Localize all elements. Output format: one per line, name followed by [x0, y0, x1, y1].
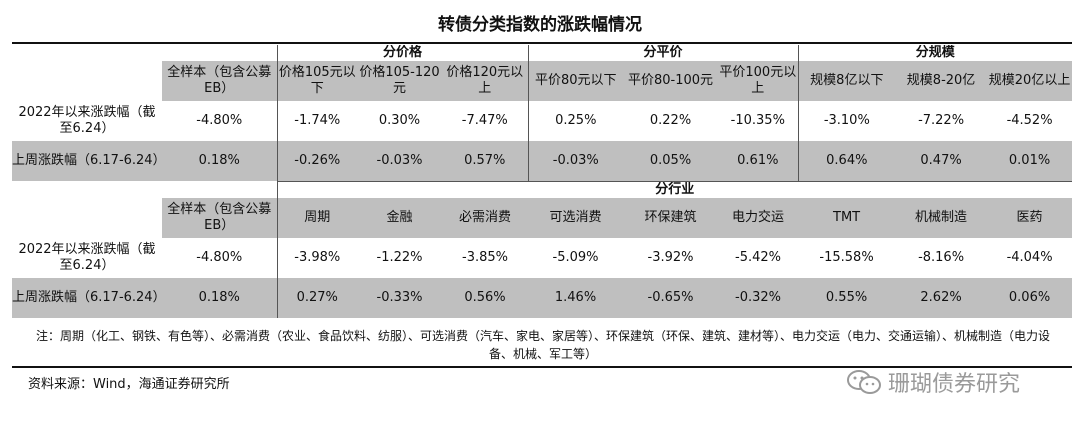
cell: 0.18% — [198, 153, 240, 168]
cell: -0.26% — [276, 141, 357, 181]
cell: -4.80% — [196, 113, 243, 128]
cell: 0.27% — [276, 277, 357, 318]
watermark-text: 珊瑚债券研究 — [888, 372, 1021, 397]
cell: -1.22% — [376, 249, 423, 265]
table-title: 转债分类指数的涨跌幅情况 — [438, 15, 642, 35]
col-header: 环保建筑 — [644, 209, 697, 225]
cell: -0.03% — [527, 141, 624, 181]
cell: -0.65% — [647, 289, 694, 305]
col-header: TMT — [833, 209, 861, 225]
col-header: 全样本（包含公募EB） — [167, 65, 272, 96]
cell: -7.47% — [461, 113, 508, 128]
col-header: 平价80-100元 — [628, 73, 714, 88]
wechat-icon — [847, 370, 881, 394]
cell: -1.74% — [276, 101, 357, 141]
cell: 0.05% — [649, 152, 692, 168]
group-price: 分价格 — [276, 45, 529, 61]
col-header: 医药 — [1016, 209, 1043, 225]
cell: -3.92% — [647, 249, 694, 265]
cell: -15.58% — [819, 249, 874, 265]
header-row-1: 全样本（包含公募EB） 价格105元以下 价格105-120元 价格120元以上… — [12, 61, 1073, 101]
cell: -4.04% — [1006, 249, 1053, 265]
col-header: 价格105元以下 — [276, 61, 357, 101]
cell: -5.42% — [735, 249, 782, 265]
cell: 0.56% — [464, 289, 506, 305]
cell: 0.64% — [797, 141, 896, 181]
col-header: 周期 — [276, 197, 357, 238]
source-line: 资料来源：Wind，海通证券研究所 — [28, 377, 230, 392]
cell: 1.46% — [554, 289, 597, 305]
cell: -4.52% — [1006, 113, 1053, 128]
col-header: 价格105-120元 — [359, 65, 440, 96]
cell: 0.18% — [198, 289, 240, 305]
cell: -4.80% — [196, 249, 243, 265]
group-header-row: 分价格 分平价 分规模 — [12, 45, 1073, 61]
table-row: 2022年以来涨跌幅（截至6.24） -4.80% -1.74% 0.30% -… — [12, 101, 1072, 141]
cell: 0.55% — [825, 289, 868, 305]
col-header: 全样本（包含公募EB） — [167, 201, 272, 233]
row-label: 2022年以来涨跌幅（截至6.24） — [18, 241, 156, 273]
col-header: 机械制造 — [915, 209, 968, 225]
header-row-2: 全样本（包含公募EB） 周期 金融 必需消费 可选消费 环保建筑 电力交运 TM… — [12, 197, 1073, 238]
cell: -0.33% — [376, 289, 423, 305]
row-label: 2022年以来涨跌幅（截至6.24） — [18, 105, 156, 136]
group-par: 分平价 — [527, 45, 799, 61]
cell: -0.32% — [735, 289, 782, 305]
col-header: 电力交运 — [732, 209, 785, 225]
watermark: 珊瑚债券研究 — [846, 366, 1020, 398]
col-header: 价格120元以上 — [446, 65, 524, 96]
cell: 0.47% — [920, 152, 962, 168]
col-header: 规模8亿以下 — [797, 61, 896, 101]
cell: -8.16% — [918, 249, 965, 265]
cell: 0.61% — [737, 152, 779, 168]
col-header: 金融 — [386, 209, 413, 225]
cell: 2.62% — [920, 289, 962, 305]
cell: -3.85% — [462, 249, 509, 265]
table-row: 上周涨跌幅（6.17-6.24） 0.18% -0.26% -0.03% 0.5… — [12, 141, 1073, 181]
cell: -3.98% — [276, 237, 357, 278]
row-label: 上周涨跌幅（6.17-6.24） — [12, 289, 162, 305]
cell: -3.10% — [797, 101, 896, 141]
cell: 0.01% — [1008, 152, 1051, 168]
table-note: 注：周期（化工、钢铁、有色等）、必需消费（农业、食品饮料、纺服）、可选消费（汽车… — [35, 329, 1050, 361]
index-return-table: 分价格 分平价 分规模 全样本（包含公募EB） 价格105元以下 价格105-1… — [12, 45, 1073, 318]
col-header: 可选消费 — [549, 209, 602, 225]
cell: -5.09% — [552, 249, 599, 265]
col-header: 规模20亿以上 — [988, 73, 1071, 88]
group-scale: 分规模 — [797, 45, 1073, 61]
cell: -10.35% — [730, 113, 785, 128]
cell: -7.22% — [918, 113, 965, 128]
table-row: 2022年以来涨跌幅（截至6.24） -4.80% -3.98% -1.22% … — [12, 237, 1072, 278]
cell: -0.03% — [376, 152, 423, 168]
group-header-row: 分行业 — [12, 180, 1073, 198]
top-rule — [12, 42, 1072, 44]
cell: 0.22% — [649, 113, 692, 128]
group-industry: 分行业 — [276, 180, 1073, 198]
table-row: 上周涨跌幅（6.17-6.24） 0.18% 0.27% -0.33% 0.56… — [12, 277, 1073, 318]
cell: 0.25% — [527, 101, 624, 141]
cell: 0.30% — [378, 113, 421, 128]
cell: 0.06% — [1008, 289, 1051, 305]
row-label: 上周涨跌幅（6.17-6.24） — [12, 153, 162, 168]
col-header: 规模8-20亿 — [906, 73, 976, 88]
col-header: 平价100元以上 — [719, 65, 797, 96]
col-header: 必需消费 — [459, 209, 512, 225]
col-header: 平价80元以下 — [527, 61, 624, 101]
bottom-rule — [12, 366, 1072, 368]
cell: 0.57% — [464, 152, 506, 168]
